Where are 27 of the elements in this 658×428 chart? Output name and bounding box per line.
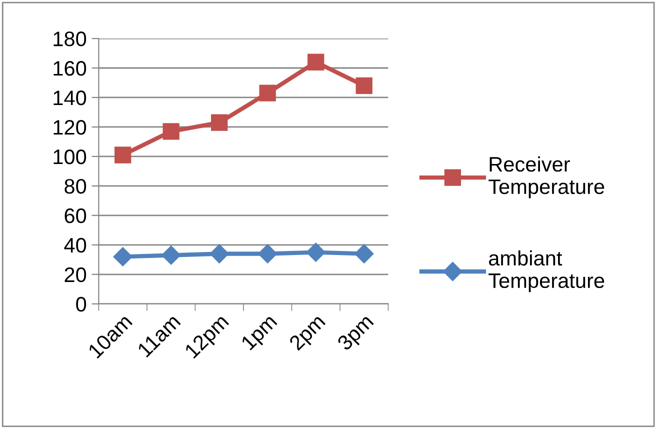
- y-tick-label: 160: [54, 61, 86, 76]
- legend-label: ambiant Temperature: [488, 250, 604, 292]
- point: [113, 247, 132, 266]
- point: [308, 54, 324, 70]
- y-tick-label: 140: [54, 90, 86, 106]
- y-tick-label: 0: [76, 296, 86, 312]
- point: [162, 123, 180, 140]
- y-tick-label: 120: [54, 120, 86, 135]
- point: [114, 146, 132, 164]
- y-tick-label: 40: [64, 238, 86, 253]
- y-tick-label: 180: [54, 32, 86, 46]
- y-tick-label: 80: [64, 178, 86, 194]
- y-tick-label: 60: [64, 208, 86, 224]
- point: [211, 114, 228, 131]
- x-tick-label: 2pm: [288, 314, 329, 354]
- x-tick-label: 1pm: [240, 314, 280, 354]
- legend-label: Receiver Temperature: [488, 156, 604, 198]
- point: [162, 246, 181, 265]
- point: [354, 244, 374, 264]
- point: [259, 84, 276, 102]
- point: [306, 242, 326, 262]
- point: [258, 244, 278, 264]
- point: [356, 77, 372, 94]
- y-tick-label: 20: [64, 267, 86, 282]
- point: [210, 244, 229, 264]
- y-tick-label: 100: [54, 149, 86, 164]
- x-tick-label: 3pm: [336, 314, 377, 354]
